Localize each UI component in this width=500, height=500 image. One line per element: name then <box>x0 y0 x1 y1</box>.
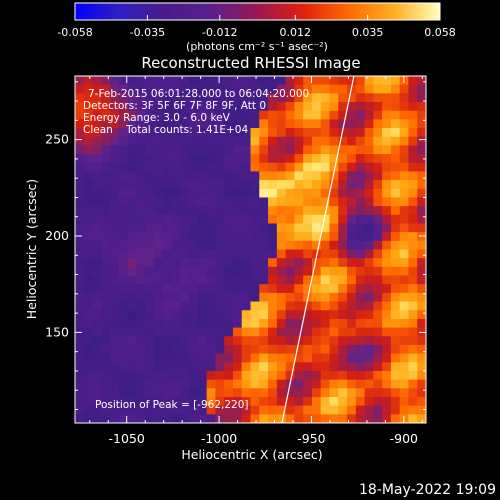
annotation-clean-counts: Clean Total counts: 1.41E+04 <box>83 124 248 136</box>
annotation-detectors: Detectors: 3F 5F 6F 7F 8F 9F, Att 0 <box>83 100 266 112</box>
chart-title: Reconstructed RHESSI Image <box>141 54 360 72</box>
x-axis: -1050 -1000 -950 -900 <box>89 76 423 446</box>
colorbar-unit-label: (photons cm⁻² s⁻¹ asec⁻²) <box>186 40 328 53</box>
annotation-energy-range: Energy Range: 3.0 - 6.0 keV <box>83 112 231 124</box>
y-axis-label: Heliocentric Y (arcsec) <box>24 179 39 319</box>
heatmap <box>75 76 426 423</box>
colorbar: -0.058 -0.035 -0.012 0.012 0.035 0.058 (photo… <box>57 2 456 53</box>
colorbar-gradient <box>74 2 441 21</box>
colorbar-tick-label: -0.058 <box>57 26 92 39</box>
x-tick-label: -950 <box>297 431 325 446</box>
solar-limb-line <box>281 75 355 424</box>
x-tick-label: -1050 <box>109 431 145 446</box>
plot-area: -1050 -1000 -950 -900 150 200 250 <box>45 75 427 446</box>
y-tick-label: 150 <box>45 324 69 339</box>
colorbar-tick-label: -0.012 <box>202 26 237 39</box>
x-axis-label: Heliocentric X (arcsec) <box>181 447 322 462</box>
y-tick-label: 250 <box>45 132 69 147</box>
colorbar-tick-label: 0.035 <box>352 26 384 39</box>
x-tick-label: -900 <box>390 431 418 446</box>
x-tick-label: -1000 <box>201 431 237 446</box>
colorbar-tick-label: -0.035 <box>130 26 165 39</box>
footer-timestamp: 18-May-2022 19:09 <box>359 482 496 498</box>
annotation-block: 7-Feb-2015 06:01:28.000 to 06:04:20.000 … <box>83 88 309 136</box>
colorbar-ticks: -0.058 -0.035 -0.012 0.012 0.035 0.058 <box>57 15 456 39</box>
colorbar-tick-label: 0.058 <box>424 26 456 39</box>
plot-frame <box>74 75 427 424</box>
y-tick-label: 200 <box>45 228 69 243</box>
peak-position-label: Position of Peak = [-962,220] <box>95 399 249 411</box>
colorbar-tick-label: 0.012 <box>280 26 312 39</box>
annotation-time-range: 7-Feb-2015 06:01:28.000 to 06:04:20.000 <box>88 88 309 100</box>
y-axis: 150 200 250 <box>45 81 426 411</box>
